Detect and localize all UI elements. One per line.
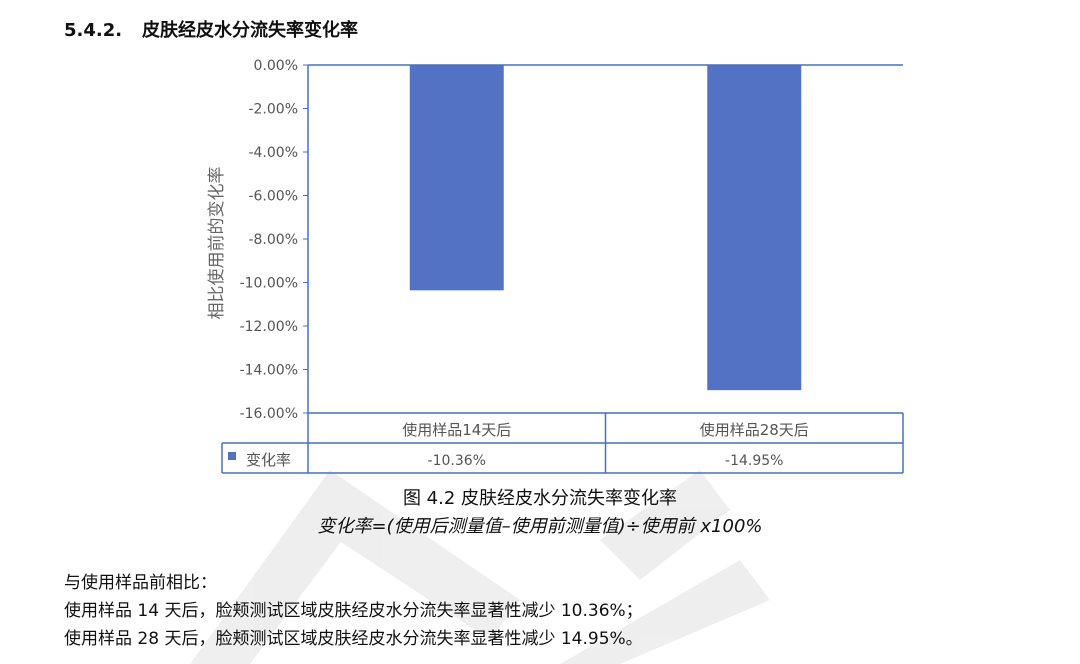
legend-swatch xyxy=(228,452,236,460)
y-tick-label: -10.00% xyxy=(240,276,298,292)
section-number: 5.4.2. xyxy=(64,20,123,41)
x-category-label: 使用样品14天后 xyxy=(402,421,511,439)
y-tick-label: -8.00% xyxy=(248,232,298,248)
bar-1 xyxy=(409,65,504,291)
data-label: -10.36% xyxy=(428,453,486,469)
bar-chart: 0.00% -2.00% -4.00% -6.00% -8.00% -10.00% -12.… xyxy=(206,58,904,474)
y-tick-label: -12.00% xyxy=(240,319,298,335)
x-category-label: 使用样品28天后 xyxy=(700,421,809,439)
y-tick-label: -16.00% xyxy=(240,406,298,422)
bar-2 xyxy=(707,65,802,391)
y-tick-label: 0.00% xyxy=(254,58,298,74)
y-tick-label: -4.00% xyxy=(248,145,298,161)
result-line-14d: 使用样品 14 天后，脸颊测试区域皮肤经皮水分流失率显著性减少 10.36%； xyxy=(64,601,643,621)
data-label: -14.95% xyxy=(725,453,783,469)
section-heading: 5.4.2. 皮肤经皮水分流失率变化率 xyxy=(64,16,358,42)
figure-caption: 图 4.2 皮肤经皮水分流失率变化率 xyxy=(402,488,678,509)
legend-label: 变化率 xyxy=(246,451,291,469)
intro-text: 与使用样品前相比： xyxy=(64,573,217,593)
y-axis-title: 相比使用前的变化率 xyxy=(206,167,227,320)
formula-caption: 变化率=(使用后测量值–使用前测量值)÷使用前 x100% xyxy=(317,516,763,537)
result-line-28d: 使用样品 28 天后，脸颊测试区域皮肤经皮水分流失率显著性减少 14.95%。 xyxy=(64,629,643,649)
y-tick-label: -2.00% xyxy=(248,102,298,118)
section-title: 皮肤经皮水分流失率变化率 xyxy=(142,20,358,41)
y-tick-label: -6.00% xyxy=(248,189,298,205)
y-tick-label: -14.00% xyxy=(240,363,298,379)
